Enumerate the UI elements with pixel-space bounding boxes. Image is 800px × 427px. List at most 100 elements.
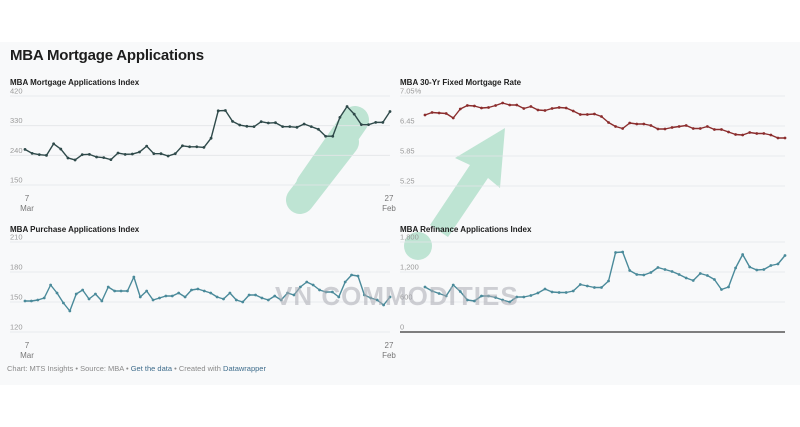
data-point bbox=[102, 156, 106, 160]
data-point bbox=[691, 127, 695, 130]
data-point bbox=[352, 112, 356, 116]
data-point bbox=[138, 295, 142, 299]
data-point bbox=[550, 290, 554, 294]
datawrapper-link[interactable]: Datawrapper bbox=[223, 364, 266, 373]
data-point bbox=[68, 309, 72, 313]
data-point bbox=[593, 286, 596, 289]
x-tick-label: Mar bbox=[20, 351, 34, 360]
data-point bbox=[677, 273, 681, 276]
data-point bbox=[677, 125, 681, 128]
data-point bbox=[337, 295, 341, 299]
data-point bbox=[74, 292, 78, 296]
data-point bbox=[628, 269, 632, 272]
data-point bbox=[100, 299, 104, 303]
data-point bbox=[59, 147, 63, 151]
data-point bbox=[529, 294, 533, 297]
y-tick-label: 180 bbox=[10, 263, 23, 272]
data-point bbox=[550, 107, 554, 110]
data-point bbox=[36, 298, 40, 302]
data-point bbox=[209, 136, 213, 140]
x-tick-label: Feb bbox=[382, 204, 396, 213]
data-point bbox=[600, 115, 603, 118]
data-point bbox=[705, 274, 709, 277]
data-point bbox=[635, 273, 639, 276]
chart-title: MBA Mortgage Applications Index bbox=[10, 78, 140, 87]
data-point bbox=[755, 268, 759, 272]
data-point bbox=[202, 289, 206, 293]
data-point bbox=[113, 289, 117, 293]
data-point bbox=[94, 292, 97, 296]
data-point bbox=[670, 270, 674, 273]
data-point bbox=[501, 298, 505, 302]
data-point bbox=[23, 299, 27, 303]
get-the-data-link[interactable]: Get the data bbox=[130, 364, 172, 373]
data-point bbox=[571, 289, 575, 293]
data-point bbox=[196, 287, 200, 291]
separator: • bbox=[174, 364, 177, 373]
data-point bbox=[698, 127, 702, 130]
y-tick-label: 6.45 bbox=[400, 117, 415, 126]
data-point bbox=[123, 152, 127, 156]
data-point bbox=[578, 113, 582, 116]
data-point bbox=[691, 279, 695, 282]
data-point bbox=[755, 132, 759, 135]
data-point bbox=[480, 106, 483, 110]
data-point bbox=[585, 113, 589, 116]
x-tick-label: 27 bbox=[385, 341, 394, 350]
data-point bbox=[649, 271, 653, 274]
data-point bbox=[42, 296, 46, 300]
data-point bbox=[494, 104, 497, 107]
data-point bbox=[170, 294, 174, 298]
data-point bbox=[635, 122, 639, 126]
data-point bbox=[49, 283, 53, 287]
data-point bbox=[430, 289, 434, 293]
data-point bbox=[663, 127, 667, 131]
data-point bbox=[228, 291, 232, 295]
y-tick-label: 120 bbox=[10, 323, 23, 332]
data-point bbox=[621, 250, 625, 254]
data-point bbox=[359, 123, 363, 127]
data-point bbox=[195, 145, 199, 149]
data-point bbox=[30, 299, 33, 303]
data-line bbox=[424, 102, 785, 139]
data-point bbox=[95, 155, 98, 159]
data-point bbox=[529, 105, 533, 108]
data-point bbox=[132, 275, 136, 279]
y-tick-label: 420 bbox=[10, 87, 23, 96]
data-point bbox=[741, 133, 745, 137]
data-point bbox=[330, 290, 334, 294]
data-point bbox=[62, 301, 65, 305]
data-point bbox=[388, 110, 392, 113]
chart-footer: Chart: MTS Insights • Source: MBA • Get … bbox=[7, 364, 266, 373]
data-point bbox=[628, 121, 632, 125]
data-point bbox=[367, 123, 370, 127]
data-point bbox=[254, 293, 257, 297]
data-point bbox=[188, 145, 192, 149]
data-point bbox=[571, 109, 575, 113]
data-point bbox=[109, 158, 113, 162]
data-point bbox=[762, 268, 766, 271]
data-point bbox=[649, 124, 653, 127]
data-point bbox=[302, 122, 306, 126]
data-point bbox=[241, 300, 245, 304]
data-point bbox=[88, 152, 91, 156]
data-point bbox=[245, 124, 249, 128]
data-point bbox=[720, 128, 723, 131]
data-point bbox=[684, 124, 688, 127]
data-point bbox=[480, 294, 483, 298]
y-tick-label: 1,800 bbox=[400, 233, 419, 242]
data-point bbox=[487, 106, 490, 109]
data-point bbox=[338, 116, 342, 119]
data-point bbox=[621, 127, 625, 130]
data-point bbox=[266, 298, 270, 302]
data-point bbox=[183, 295, 187, 299]
data-point bbox=[350, 273, 353, 277]
data-point bbox=[164, 294, 168, 298]
data-point bbox=[713, 128, 716, 131]
data-point bbox=[222, 297, 225, 301]
data-point bbox=[273, 294, 277, 298]
chart-card: MBA Mortgage Applications Chart: MTS Ins… bbox=[0, 42, 800, 385]
data-point bbox=[317, 127, 320, 131]
